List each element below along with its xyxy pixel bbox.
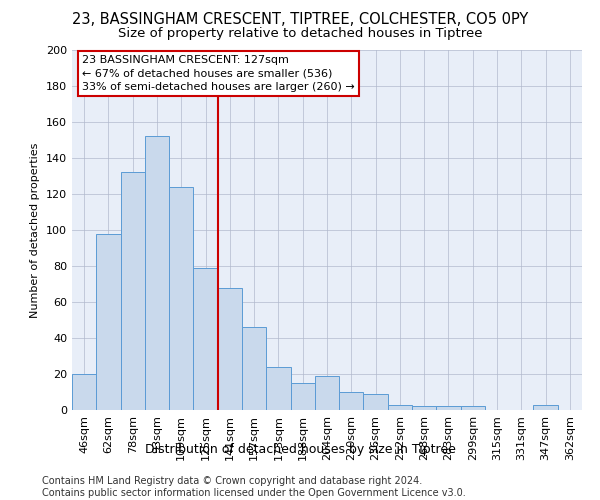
Text: 23, BASSINGHAM CRESCENT, TIPTREE, COLCHESTER, CO5 0PY: 23, BASSINGHAM CRESCENT, TIPTREE, COLCHE… (72, 12, 528, 28)
Bar (339, 392, 364, 410)
Text: Size of property relative to detached houses in Tiptree: Size of property relative to detached ho… (118, 28, 482, 40)
Bar (121, 172, 145, 410)
Bar (315, 376, 339, 410)
Bar (266, 367, 290, 410)
Bar (412, 406, 436, 410)
Bar (388, 404, 412, 410)
Text: Distribution of detached houses by size in Tiptree: Distribution of detached houses by size … (145, 442, 455, 456)
Bar (169, 187, 193, 410)
Bar (193, 268, 218, 410)
Text: Contains HM Land Registry data © Crown copyright and database right 2024.
Contai: Contains HM Land Registry data © Crown c… (42, 476, 466, 498)
Bar (533, 404, 558, 410)
Y-axis label: Number of detached properties: Number of detached properties (31, 142, 40, 318)
Text: 23 BASSINGHAM CRESCENT: 127sqm
← 67% of detached houses are smaller (536)
33% of: 23 BASSINGHAM CRESCENT: 127sqm ← 67% of … (82, 56, 355, 92)
Bar (145, 136, 169, 410)
Bar (461, 406, 485, 410)
Bar (242, 327, 266, 410)
Bar (72, 374, 96, 410)
Bar (96, 234, 121, 410)
Bar (290, 383, 315, 410)
Bar (218, 288, 242, 410)
Bar (436, 406, 461, 410)
Bar (364, 394, 388, 410)
